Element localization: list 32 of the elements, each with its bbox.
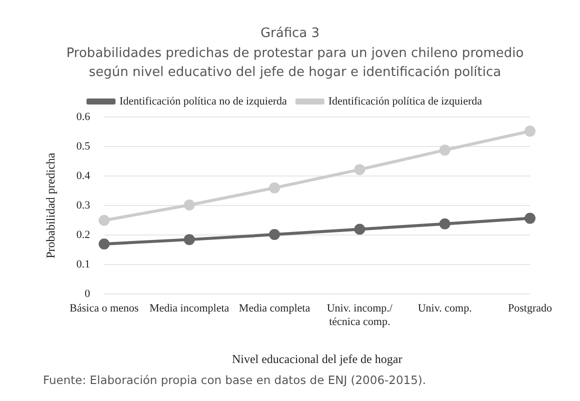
y-tick-label: 0.6 [76, 110, 91, 123]
y-tick-label: 0.5 [76, 140, 91, 152]
point [354, 224, 366, 235]
y-axis-title: Probabilidad predicha [43, 152, 58, 258]
x-tick-label: Univ. comp. [418, 302, 472, 315]
x-tick-label: Postgrado [508, 302, 552, 315]
legend-label: Identificación política de izquierda [328, 95, 482, 108]
point [268, 229, 280, 240]
point [439, 218, 450, 230]
y-tick-label: 0.2 [76, 229, 90, 242]
point [184, 200, 195, 211]
x-tick-label: Media incompleta [149, 302, 230, 315]
point [354, 164, 366, 176]
source-note: Fuente: Elaboración propia con base en datos de ENJ (2006-2015). [43, 373, 426, 387]
chart-title: Gráfica 3 [259, 26, 321, 41]
x-tick-label: Básica o menos [70, 302, 139, 315]
legend-label: Identificación política no de izquierda [120, 95, 287, 108]
x-tick-label: Univ. incomp./ técnica comp. [326, 302, 394, 328]
y-tick-label: 0 [84, 288, 91, 300]
y-tick-label: 0.4 [76, 170, 91, 182]
point [268, 182, 280, 194]
x-tick-label: Media completa [238, 302, 310, 315]
y-tick-label: 0.1 [76, 258, 90, 271]
chart-subtitle: Probabilidades predichas de protestar para un joven chileno promedio según nivel educativo del jefe de hogar e identificación política [65, 45, 525, 82]
y-tick-label: 0.3 [76, 199, 91, 212]
point [98, 214, 110, 226]
x-axis-title: Nivel educacional del jefe de hogar [232, 352, 402, 366]
point [524, 126, 536, 137]
point [439, 144, 450, 156]
point [524, 212, 536, 224]
point [184, 234, 195, 246]
point [98, 238, 110, 250]
